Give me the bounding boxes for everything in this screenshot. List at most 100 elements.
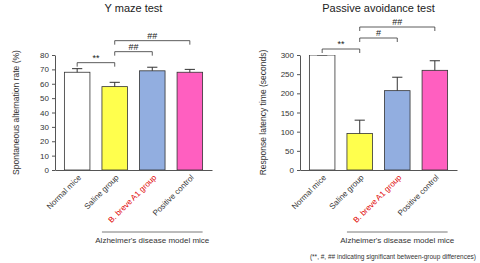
x-tick-label: Saline group xyxy=(328,173,367,212)
error-cap xyxy=(430,60,440,61)
error-bar xyxy=(317,55,327,56)
error-bar xyxy=(72,69,82,73)
error-cap xyxy=(392,77,402,78)
y-tick-label: 100 xyxy=(281,128,295,137)
significance-bracket xyxy=(360,27,435,31)
x-axis: Normal miceSaline groupB. breve A1 group… xyxy=(45,170,213,225)
y-tick: 10 xyxy=(40,152,55,161)
significance-bracket xyxy=(115,52,153,56)
y-tick-label: 200 xyxy=(281,89,295,98)
error-whisker xyxy=(152,67,153,71)
y-tick-mark xyxy=(52,98,55,99)
chart: 01020304050607080Normal miceSaline group… xyxy=(11,2,213,245)
x-tick-label: B. breve A1 group xyxy=(107,173,159,225)
y-tick-mark xyxy=(297,151,300,152)
y-tick: 150 xyxy=(281,109,300,118)
y-tick-label: 80 xyxy=(40,51,49,60)
bar xyxy=(140,71,166,170)
x-tick: Normal mice xyxy=(290,170,328,211)
group-label: Alzheimer's disease model mice xyxy=(95,236,210,245)
bar xyxy=(422,70,448,170)
error-cap xyxy=(147,67,157,68)
y-tick-label: 70 xyxy=(40,65,49,74)
y-tick-label: 0 xyxy=(45,166,50,175)
y-tick-label: 250 xyxy=(281,70,295,79)
significance-label: ## xyxy=(147,31,157,41)
figure: 01020304050607080Normal miceSaline group… xyxy=(0,0,480,263)
error-cap xyxy=(72,68,82,69)
y-axis: 01020304050607080 xyxy=(40,51,55,175)
y-tick-label: 60 xyxy=(40,80,49,89)
y-axis-title: Spontaneous alternation rate (%) xyxy=(11,50,21,175)
y-tick: 70 xyxy=(40,65,55,74)
significance-bracket xyxy=(360,38,398,42)
y-tick-mark xyxy=(297,93,300,94)
y-tick-mark xyxy=(52,113,55,114)
y-tick-label: 150 xyxy=(281,109,295,118)
error-whisker xyxy=(434,61,435,71)
bar xyxy=(309,55,335,170)
significance-label: # xyxy=(376,28,381,38)
y-tick-label: 40 xyxy=(40,109,49,118)
y-tick: 0 xyxy=(45,166,55,175)
y-tick: 50 xyxy=(285,147,300,156)
y-tick: 20 xyxy=(40,137,55,146)
y-tick: 80 xyxy=(40,51,55,60)
significance-label: ## xyxy=(128,42,138,52)
error-whisker xyxy=(77,69,78,73)
y-tick-mark xyxy=(297,113,300,114)
y-tick-mark xyxy=(52,156,55,157)
x-tick: Positive control xyxy=(396,170,441,218)
y-tick-label: 300 xyxy=(281,51,295,60)
error-cap xyxy=(110,82,120,83)
x-tick: Positive control xyxy=(151,170,196,218)
y-tick: 200 xyxy=(281,89,300,98)
y-tick-mark xyxy=(52,55,55,56)
group-label: Alzheimer's disease model mice xyxy=(340,236,455,245)
x-axis-line xyxy=(56,170,213,171)
significance-bracket xyxy=(322,49,360,53)
significance-label: ** xyxy=(337,39,345,49)
x-tick-label: B. breve A1 group xyxy=(352,173,404,225)
y-tick-mark xyxy=(52,127,55,128)
y-tick-mark xyxy=(52,84,55,85)
y-axis: 0 50 100 150 200 250 300 xyxy=(281,51,301,175)
x-tick: B. breve A1 group xyxy=(107,170,159,225)
y-tick: 0 xyxy=(290,166,300,175)
x-tick: Normal mice xyxy=(45,170,83,211)
bar xyxy=(102,87,128,170)
y-tick: 300 xyxy=(281,51,300,60)
y-tick-label: 0 xyxy=(290,166,295,175)
y-tick: 50 xyxy=(40,94,55,103)
x-tick-label: Normal mice xyxy=(290,173,328,211)
error-whisker xyxy=(114,82,115,86)
y-tick-mark xyxy=(297,74,300,75)
error-cap xyxy=(185,69,195,70)
error-cap xyxy=(317,55,327,56)
chart: 0 50 100 150 200 250 300 Normal miceSaline grou… xyxy=(258,2,458,245)
y-tick-mark xyxy=(297,170,300,171)
x-tick-label: Positive control xyxy=(396,173,441,218)
x-tick-label: Positive control xyxy=(151,173,196,218)
significance-bracket xyxy=(77,63,115,67)
y-tick-label: 10 xyxy=(40,152,49,161)
plot-area xyxy=(64,67,202,170)
x-tick-label: Saline group xyxy=(83,173,122,212)
error-whisker xyxy=(397,77,398,90)
y-tick-mark xyxy=(52,141,55,142)
bar xyxy=(347,134,373,170)
error-bar xyxy=(392,77,402,90)
chart-title: Passive avoidance test xyxy=(322,2,435,14)
y-tick-label: 50 xyxy=(40,94,49,103)
y-tick-mark xyxy=(297,132,300,133)
y-tick-label: 20 xyxy=(40,137,49,146)
x-tick: Saline group xyxy=(328,170,367,211)
significance-bracket xyxy=(115,41,190,45)
y-tick: 250 xyxy=(281,70,300,79)
x-axis: Normal miceSaline groupB. breve A1 group… xyxy=(290,170,458,225)
y-axis-line xyxy=(55,56,56,171)
bar xyxy=(177,72,203,170)
y-tick-mark xyxy=(297,55,300,56)
error-bar xyxy=(430,61,440,71)
error-whisker xyxy=(359,120,360,133)
